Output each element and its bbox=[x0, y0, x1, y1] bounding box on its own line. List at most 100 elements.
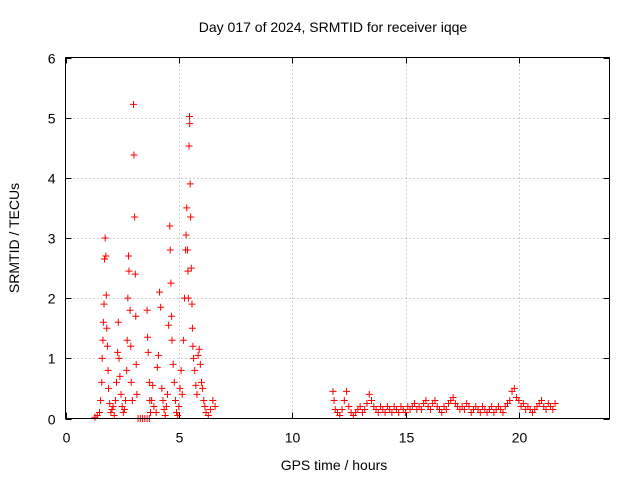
data-point bbox=[185, 112, 193, 120]
data-point bbox=[411, 399, 419, 407]
x-tick-label: 15 bbox=[399, 430, 415, 446]
data-point bbox=[179, 336, 187, 344]
data-point bbox=[130, 100, 137, 108]
y-tick-label: 4 bbox=[48, 171, 56, 187]
data-point bbox=[195, 345, 203, 353]
data-point bbox=[188, 324, 196, 332]
data-point bbox=[114, 318, 122, 326]
data-point bbox=[438, 408, 446, 416]
data-point bbox=[161, 411, 169, 419]
data-point bbox=[100, 255, 108, 263]
data-point bbox=[199, 384, 207, 392]
chart-title: Day 017 of 2024, SRMTID for receiver iqq… bbox=[199, 19, 468, 35]
x-tick-label: 0 bbox=[63, 430, 71, 446]
data-point bbox=[174, 411, 182, 419]
data-point bbox=[164, 390, 171, 398]
data-point bbox=[538, 396, 545, 404]
data-point bbox=[128, 396, 136, 404]
y-tick-label: 6 bbox=[48, 51, 56, 67]
data-point bbox=[192, 381, 200, 389]
data-point bbox=[171, 396, 179, 404]
data-point bbox=[145, 378, 153, 386]
y-tick-label: 0 bbox=[48, 412, 56, 428]
data-point bbox=[186, 120, 194, 128]
data-point bbox=[519, 399, 527, 407]
grid-lines bbox=[65, 57, 610, 419]
data-point bbox=[187, 213, 195, 221]
data-point bbox=[549, 405, 557, 413]
data-point bbox=[178, 390, 186, 398]
data-point bbox=[207, 405, 215, 413]
data-point bbox=[363, 399, 371, 407]
data-point bbox=[510, 384, 518, 392]
data-point bbox=[426, 405, 434, 413]
data-point bbox=[417, 405, 425, 413]
x-tick-label: 5 bbox=[176, 430, 184, 446]
data-point bbox=[131, 213, 139, 221]
data-point bbox=[488, 402, 496, 410]
data-point bbox=[368, 396, 375, 404]
data-point bbox=[388, 408, 396, 416]
data-point bbox=[442, 405, 450, 413]
data-point bbox=[144, 348, 152, 356]
data-point bbox=[149, 381, 157, 389]
data-point bbox=[104, 366, 112, 374]
data-point bbox=[329, 387, 337, 395]
data-point bbox=[177, 366, 185, 374]
data-point bbox=[124, 294, 132, 302]
data-point bbox=[114, 348, 122, 356]
data-point bbox=[158, 384, 166, 392]
data-point bbox=[157, 303, 165, 311]
y-tick-label: 1 bbox=[48, 351, 56, 367]
data-point bbox=[131, 270, 139, 278]
data-point bbox=[109, 402, 117, 410]
data-point bbox=[98, 378, 106, 386]
data-point bbox=[330, 396, 338, 404]
data-point bbox=[97, 396, 105, 404]
data-point bbox=[96, 408, 103, 416]
data-point bbox=[166, 246, 174, 254]
data-point bbox=[110, 411, 118, 419]
data-point bbox=[551, 399, 559, 407]
data-point bbox=[150, 402, 158, 410]
data-point bbox=[101, 234, 109, 242]
data-point bbox=[107, 408, 115, 416]
data-point bbox=[183, 204, 191, 212]
data-point bbox=[111, 396, 119, 404]
data-point bbox=[186, 180, 194, 188]
data-point bbox=[126, 306, 134, 314]
data-point bbox=[201, 402, 209, 410]
data-point bbox=[148, 396, 156, 404]
data-point bbox=[196, 360, 204, 368]
data-point bbox=[165, 321, 173, 329]
data-point bbox=[338, 405, 346, 413]
data-point bbox=[431, 396, 439, 404]
data-point bbox=[176, 384, 184, 392]
data-point bbox=[123, 336, 131, 344]
data-point bbox=[356, 402, 364, 410]
data-point bbox=[103, 342, 111, 350]
data-point bbox=[365, 390, 373, 398]
data-point bbox=[127, 378, 135, 386]
data-point bbox=[115, 354, 123, 362]
data-point bbox=[542, 405, 550, 413]
y-tick-label: 3 bbox=[48, 231, 56, 247]
data-point bbox=[108, 405, 116, 413]
data-point bbox=[113, 378, 120, 386]
data-point bbox=[460, 405, 468, 413]
data-point bbox=[120, 405, 128, 413]
data-point bbox=[100, 300, 108, 308]
data-point bbox=[515, 396, 523, 404]
data-point bbox=[506, 396, 514, 404]
data-point bbox=[168, 336, 176, 344]
data-point bbox=[156, 288, 164, 296]
data-point bbox=[200, 396, 208, 404]
data-point bbox=[193, 390, 201, 398]
data-point bbox=[166, 222, 174, 230]
data-points bbox=[91, 100, 559, 422]
data-point bbox=[204, 411, 212, 419]
data-point bbox=[422, 396, 430, 404]
axes: 0 1 2 3 4 5 6 0 5 10 15 20 bbox=[48, 51, 610, 446]
y-axis-label: SRMTID / TECUs bbox=[6, 183, 22, 293]
